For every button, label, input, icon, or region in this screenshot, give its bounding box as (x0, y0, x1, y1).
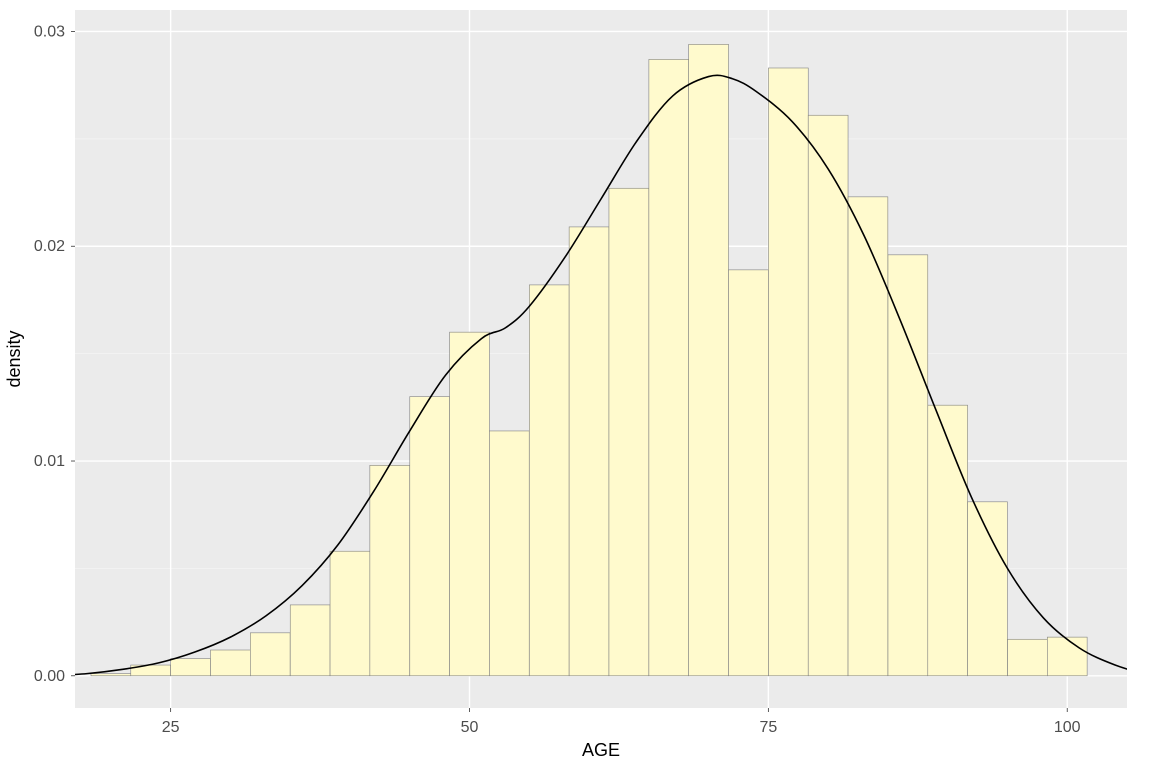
histogram-bar (1047, 637, 1087, 676)
histogram-bar (848, 197, 888, 676)
y-axis-label: density (4, 330, 24, 387)
y-tick-label: 0.00 (34, 668, 65, 685)
age-density-chart: 25 50 75 100 0.00 0.01 0.02 0.03 AGE density (0, 0, 1152, 768)
x-tick-label: 50 (461, 719, 479, 736)
histogram-bar (250, 633, 290, 676)
histogram-bar (808, 115, 848, 676)
histogram-bar (410, 397, 450, 676)
histogram-bar (370, 465, 410, 675)
histogram-bar (330, 551, 370, 676)
histogram-bar (171, 659, 211, 676)
x-axis-label: AGE (582, 740, 620, 760)
histogram-bar (211, 650, 251, 676)
x-tick-label: 25 (162, 719, 180, 736)
histogram-bar (968, 502, 1008, 676)
histogram-bar (728, 270, 768, 676)
histogram-bar (489, 431, 529, 676)
x-tick-label: 75 (759, 719, 777, 736)
x-tick-label: 100 (1054, 719, 1081, 736)
y-tick-label: 0.02 (34, 238, 65, 255)
y-tick-label: 0.03 (34, 23, 65, 40)
histogram-bar (450, 332, 490, 676)
histogram-bar (1008, 639, 1048, 676)
histogram-bar (689, 44, 729, 675)
histogram-bar (569, 227, 609, 676)
histogram-bar (928, 405, 968, 676)
y-tick-label: 0.01 (34, 453, 65, 470)
histogram-bar (649, 59, 689, 675)
histogram-bar (888, 255, 928, 676)
histogram-bar (91, 674, 131, 676)
histogram-bar (290, 605, 330, 676)
chart-svg: 25 50 75 100 0.00 0.01 0.02 0.03 AGE density (0, 0, 1152, 768)
histogram-bar (768, 68, 808, 676)
histogram-bar (609, 188, 649, 676)
histogram-bar (529, 285, 569, 676)
